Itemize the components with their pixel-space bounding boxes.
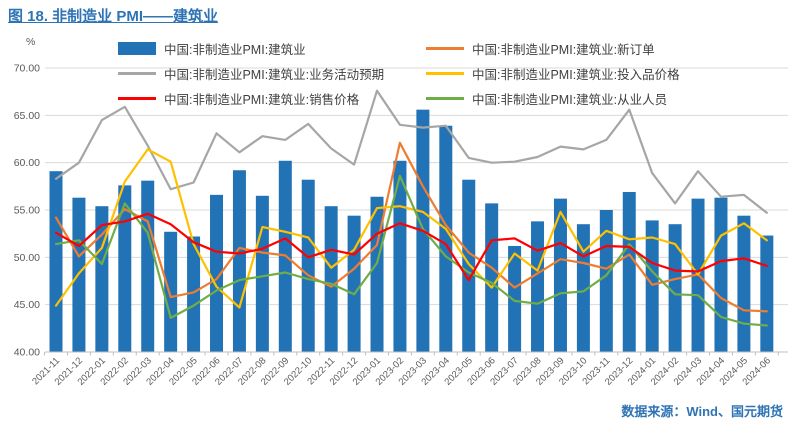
bar-2023-12 xyxy=(622,192,636,352)
bar-2023-08 xyxy=(531,221,545,352)
legend-swatch-0 xyxy=(118,42,156,55)
data-source-note: 数据来源：Wind、国元期货 xyxy=(621,404,783,419)
legend-swatch-2 xyxy=(118,72,156,75)
bar-2022-07 xyxy=(232,170,246,352)
legend-item-0: 中国:非制造业PMI:建筑业 xyxy=(118,39,426,58)
legend-item-2: 中国:非制造业PMI:建筑业:业务活动预期 xyxy=(118,64,426,83)
bar-2024-06 xyxy=(760,235,774,352)
bar-2024-05 xyxy=(737,215,751,352)
bar-2022-06 xyxy=(210,194,224,352)
legend-label-3: 中国:非制造业PMI:建筑业:投入品价格 xyxy=(472,68,680,82)
bar-2023-10 xyxy=(576,224,590,352)
bar-2023-06 xyxy=(485,203,499,352)
line-series-中国:非制造业PMI:建筑业:新订单 xyxy=(54,141,768,313)
bar-2022-05 xyxy=(187,236,201,352)
line-series-中国:非制造业PMI:建筑业:投入品价格 xyxy=(54,148,768,309)
y-tick-label: 55.00 xyxy=(14,205,40,217)
bar-2022-08 xyxy=(255,195,269,352)
legend-item-5: 中国:非制造业PMI:建筑业:从业人员 xyxy=(426,89,680,108)
y-tick-label: 60.00 xyxy=(14,157,40,169)
chart-legend: 中国:非制造业PMI:建筑业 中国:非制造业PMI:建筑业:新订单 中国:非制造业P… xyxy=(118,36,680,111)
legend-item-1: 中国:非制造业PMI:建筑业:新订单 xyxy=(426,39,680,58)
bar-2023-05 xyxy=(462,179,476,352)
legend-item-4: 中国:非制造业PMI:建筑业:销售价格 xyxy=(118,89,426,108)
legend-label-2: 中国:非制造业PMI:建筑业:业务活动预期 xyxy=(164,68,385,82)
legend-label-1: 中国:非制造业PMI:建筑业:新订单 xyxy=(472,43,655,57)
bar-2024-01 xyxy=(645,220,659,352)
bar-2022-12 xyxy=(347,215,361,352)
bar-2022-10 xyxy=(301,179,315,352)
bar-series xyxy=(49,109,774,352)
y-tick-label: 65.00 xyxy=(14,110,40,122)
y-tick-label: 45.00 xyxy=(14,299,40,311)
y-tick-label: 40.00 xyxy=(14,347,40,359)
bar-2024-02 xyxy=(668,224,682,352)
bar-2021-11 xyxy=(49,171,63,352)
legend-swatch-5 xyxy=(426,97,464,100)
legend-label-0: 中国:非制造业PMI:建筑业 xyxy=(164,43,306,57)
y-tick-label: 70.00 xyxy=(14,63,40,75)
line-series-中国:非制造业PMI:建筑业:业务活动预期 xyxy=(54,89,768,214)
bar-2023-04 xyxy=(439,125,453,352)
bar-2022-01 xyxy=(95,206,109,352)
bar-2023-09 xyxy=(553,198,567,352)
bar-2024-04 xyxy=(714,197,728,352)
line-series-中国:非制造业PMI:建筑业:从业人员 xyxy=(54,174,768,327)
legend-swatch-3 xyxy=(426,72,464,75)
bar-2022-04 xyxy=(164,231,178,352)
chart-title: 图 18. 非制造业 PMI——建筑业 xyxy=(8,8,219,25)
legend-item-3: 中国:非制造业PMI:建筑业:投入品价格 xyxy=(426,64,680,83)
legend-swatch-1 xyxy=(426,47,464,50)
bar-2022-11 xyxy=(324,206,338,352)
y-tick-label: 50.00 xyxy=(14,252,40,264)
bar-2022-02 xyxy=(118,185,132,352)
bar-2022-03 xyxy=(141,180,155,352)
line-series-中国:非制造业PMI:建筑业:销售价格 xyxy=(54,212,768,282)
y-axis-unit-label: % xyxy=(26,36,35,48)
legend-swatch-4 xyxy=(118,97,156,100)
bar-2023-02 xyxy=(393,160,407,352)
legend-label-5: 中国:非制造业PMI:建筑业:从业人员 xyxy=(472,93,668,107)
bar-2023-07 xyxy=(508,245,522,352)
legend-label-4: 中国:非制造业PMI:建筑业:销售价格 xyxy=(164,93,360,107)
